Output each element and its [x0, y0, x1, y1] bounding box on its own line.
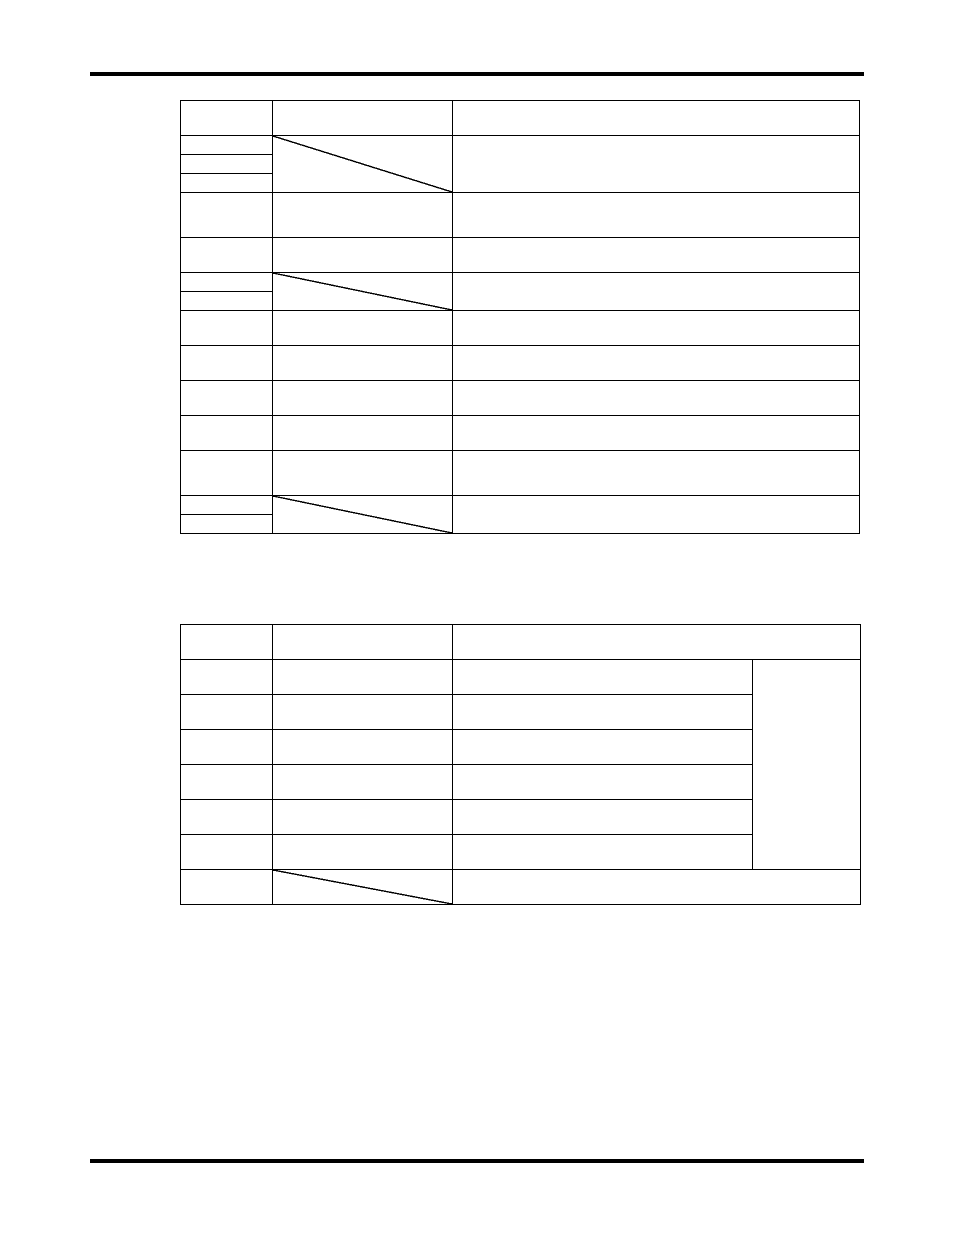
cell	[181, 238, 273, 273]
table-row	[181, 625, 861, 660]
cell	[181, 625, 273, 660]
cell	[453, 695, 753, 730]
table-1	[180, 100, 860, 534]
table-row	[181, 101, 860, 136]
table-2	[180, 624, 861, 905]
cell	[453, 346, 860, 381]
cell	[453, 416, 860, 451]
table-2-wrap	[90, 624, 864, 905]
table-row	[181, 311, 860, 346]
table-gap	[90, 534, 864, 624]
top-rule	[90, 72, 864, 76]
cell	[273, 238, 453, 273]
cell	[273, 835, 453, 870]
cell	[181, 835, 273, 870]
cell	[181, 346, 273, 381]
cell	[181, 311, 273, 346]
table-row	[181, 416, 860, 451]
table-row	[181, 346, 860, 381]
cell	[273, 311, 453, 346]
table-row	[181, 381, 860, 416]
cell	[453, 451, 860, 496]
cell	[181, 515, 273, 534]
cell	[181, 292, 273, 311]
cell	[453, 273, 860, 311]
table-row	[181, 496, 860, 515]
cell	[181, 155, 273, 174]
cell	[181, 730, 273, 765]
page	[0, 0, 954, 1235]
content	[90, 100, 864, 1135]
cell	[181, 765, 273, 800]
table-row	[181, 870, 861, 905]
cell	[453, 660, 753, 695]
cell	[453, 800, 753, 835]
cell	[273, 800, 453, 835]
cell	[273, 625, 453, 660]
cell	[273, 381, 453, 416]
table-row	[181, 451, 860, 496]
slash-cell	[273, 136, 453, 193]
cell	[453, 870, 861, 905]
cell	[273, 765, 453, 800]
cell	[273, 451, 453, 496]
cell	[181, 381, 273, 416]
cell	[453, 496, 860, 534]
slash-cell	[273, 496, 453, 534]
cell	[181, 273, 273, 292]
cell	[273, 101, 453, 136]
table-row	[181, 660, 861, 695]
cell	[453, 136, 860, 193]
cell	[453, 765, 753, 800]
cell	[273, 695, 453, 730]
cell	[453, 238, 860, 273]
cell	[273, 660, 453, 695]
cell	[181, 174, 273, 193]
cell	[453, 835, 753, 870]
cell	[181, 101, 273, 136]
cell	[273, 416, 453, 451]
cell	[453, 193, 860, 238]
bottom-rule	[90, 1159, 864, 1163]
cell	[181, 870, 273, 905]
cell	[181, 193, 273, 238]
cell	[453, 101, 860, 136]
table-row	[181, 136, 860, 155]
cell	[453, 730, 753, 765]
table-row	[181, 193, 860, 238]
cell	[181, 800, 273, 835]
slash-cell	[273, 870, 453, 905]
cell	[453, 381, 860, 416]
cell	[181, 695, 273, 730]
slash-cell	[273, 273, 453, 311]
cell	[273, 346, 453, 381]
cell	[181, 136, 273, 155]
cell	[181, 451, 273, 496]
cell	[181, 660, 273, 695]
cell	[453, 311, 860, 346]
cell	[181, 416, 273, 451]
cell	[273, 730, 453, 765]
cell	[273, 193, 453, 238]
cell	[753, 660, 861, 870]
cell	[181, 496, 273, 515]
table-row	[181, 273, 860, 292]
table-row	[181, 238, 860, 273]
cell	[453, 625, 861, 660]
